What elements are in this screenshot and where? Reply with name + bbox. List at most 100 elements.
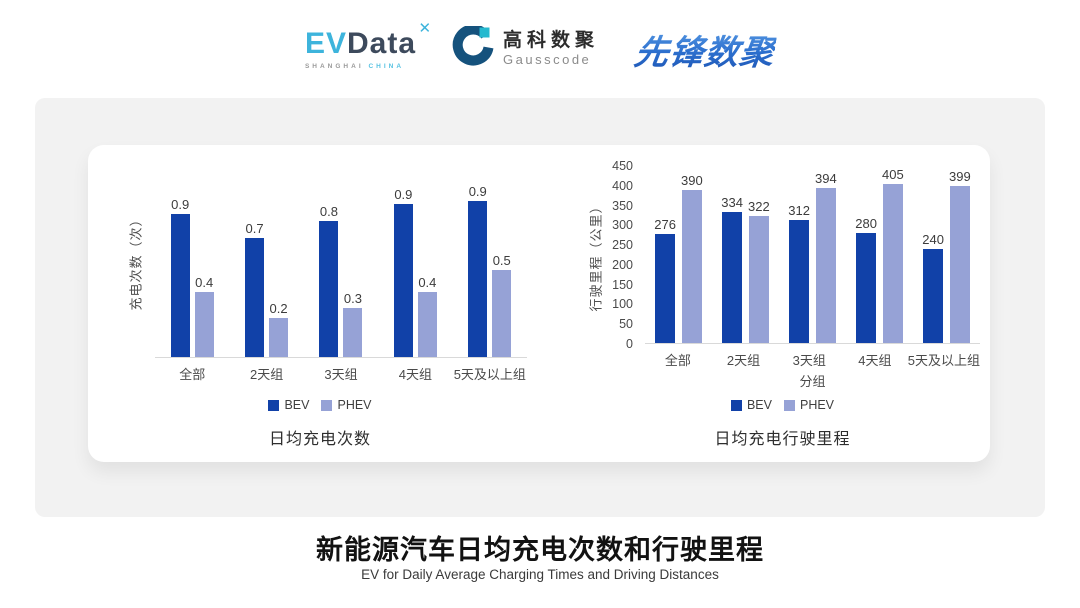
x-category-label: 全部 bbox=[664, 353, 691, 368]
bar-phev-wrap: 399 bbox=[949, 166, 971, 343]
bar-bev bbox=[923, 248, 944, 343]
legend-swatch-bev bbox=[730, 399, 742, 411]
bar-value-label: 280 bbox=[855, 215, 877, 231]
bar-group: 0.8 0.3 bbox=[319, 165, 363, 357]
bar-phev bbox=[815, 188, 836, 343]
bar-bev-wrap: 240 bbox=[922, 166, 944, 343]
bar-value-label: 276 bbox=[654, 217, 676, 233]
bar-bev bbox=[468, 200, 488, 357]
x-category-label: 5天及以上组 bbox=[907, 353, 980, 368]
bar-phev-wrap: 394 bbox=[815, 166, 837, 343]
legend: BEV PHEV bbox=[575, 398, 990, 412]
x-labels: 全部 2天组 3天组 4天组 5天及以上组 bbox=[155, 364, 527, 383]
legend-swatch-phev bbox=[783, 399, 795, 411]
gausscode-cn-name: 高科数聚 bbox=[503, 29, 600, 51]
bar-phev bbox=[882, 183, 903, 343]
bar-group: 0.9 0.4 bbox=[393, 165, 437, 357]
y-tick-label: 0 bbox=[626, 336, 633, 351]
bar-value-label: 394 bbox=[815, 171, 837, 187]
bar-value-label: 0.9 bbox=[468, 183, 487, 199]
bar-bev bbox=[655, 234, 676, 343]
y-tick-label: 250 bbox=[612, 238, 633, 253]
legend: BEV PHEV bbox=[105, 398, 535, 412]
gausscode-en-name: Gausscode bbox=[503, 51, 592, 67]
bar-bev-wrap: 0.9 bbox=[468, 165, 488, 357]
bar-phev bbox=[681, 189, 702, 343]
chart-driving-distance: 行驶里程（公里） 450 400 350 300 250 200 150 100 50 0 276… bbox=[575, 150, 990, 456]
gausscode-logo: 高科数聚 Gausscode bbox=[452, 23, 600, 73]
y-tick-label: 450 bbox=[612, 159, 633, 173]
xianfeng-logo: 先锋数聚 bbox=[632, 25, 779, 74]
bar-value-label: 334 bbox=[721, 194, 743, 210]
bar-value-label: 312 bbox=[788, 203, 810, 219]
bar-bev bbox=[319, 221, 339, 357]
legend-item-phev: PHEV bbox=[783, 398, 834, 412]
bar-group: 240 399 bbox=[922, 166, 971, 343]
bar-group: 312 394 bbox=[788, 166, 837, 343]
y-ticks: 450 400 350 300 250 200 150 100 50 0 bbox=[593, 159, 633, 351]
x-category-label: 3天组 bbox=[792, 353, 826, 368]
bar-value-label: 399 bbox=[949, 169, 971, 185]
legend-item-phev: PHEV bbox=[321, 398, 372, 412]
chart-title: 日均充电次数 bbox=[268, 431, 371, 448]
bar-bev bbox=[393, 204, 413, 357]
bar-group: 0.9 0.5 bbox=[468, 165, 512, 357]
legend-swatch-phev bbox=[321, 399, 333, 411]
x-category-label: 全部 bbox=[179, 367, 206, 382]
bar-phev-wrap: 405 bbox=[882, 166, 904, 343]
bar-phev bbox=[194, 292, 214, 357]
bar-value-label: 0.4 bbox=[195, 275, 214, 291]
bar-phev-wrap: 0.2 bbox=[269, 165, 289, 357]
legend-swatch-bev bbox=[268, 399, 280, 411]
evdata-china: CHINA bbox=[368, 62, 405, 70]
bar-phev bbox=[949, 186, 970, 343]
bar-value-label: 0.8 bbox=[319, 204, 338, 220]
chart-charging-times: 充电次数（次） 0.9 0.4 0.7 0.2 0.8 0.3 0.9 0.4 0.9 0.5 全… bbox=[105, 150, 535, 456]
bar-value-label: 0.9 bbox=[171, 197, 190, 213]
bar-bev-wrap: 0.9 bbox=[170, 165, 190, 357]
x-category-label: 4天组 bbox=[398, 367, 433, 382]
bar-bev-wrap: 0.9 bbox=[393, 165, 413, 357]
bar-value-label: 390 bbox=[681, 172, 703, 188]
y-tick-label: 300 bbox=[612, 218, 633, 233]
y-axis-label: 充电次数（次） bbox=[128, 212, 144, 311]
bar-value-label: 0.4 bbox=[418, 275, 437, 291]
bar-bev bbox=[789, 220, 810, 343]
y-tick-label: 150 bbox=[612, 277, 633, 292]
bar-phev bbox=[343, 307, 363, 357]
bar-phev-wrap: 0.3 bbox=[343, 165, 363, 357]
y-tick-label: 100 bbox=[612, 297, 633, 312]
y-tick-label: 200 bbox=[612, 257, 633, 272]
bar-bev-wrap: 334 bbox=[721, 166, 743, 343]
y-tick-label: 350 bbox=[612, 198, 633, 213]
bar-group: 280 405 bbox=[855, 166, 904, 343]
bar-group: 276 390 bbox=[654, 166, 703, 343]
bar-value-label: 0.2 bbox=[269, 300, 288, 316]
bar-phev-wrap: 0.5 bbox=[492, 165, 512, 357]
bar-phev bbox=[417, 292, 437, 357]
bar-phev-wrap: 0.4 bbox=[417, 165, 437, 357]
evdata-subtext: SHANGHAI CHINA bbox=[305, 63, 404, 70]
legend-item-bev: BEV bbox=[268, 398, 309, 412]
bar-value-label: 0.7 bbox=[245, 221, 264, 237]
bar-bev-wrap: 280 bbox=[855, 166, 877, 343]
page-subtitle: EV for Daily Average Charging Times and … bbox=[361, 567, 719, 582]
legend-label: BEV bbox=[284, 398, 310, 412]
x-category-label: 3天组 bbox=[324, 367, 358, 382]
bar-bev bbox=[170, 214, 190, 357]
bar-value-label: 405 bbox=[882, 166, 904, 182]
charts-panel bbox=[88, 145, 990, 462]
y-tick-label: 50 bbox=[619, 317, 633, 332]
bar-bev-wrap: 0.8 bbox=[319, 165, 339, 357]
evdata-data-text: Data bbox=[346, 26, 417, 60]
evdata-logo: EVData ✕ SHANGHAI CHINA bbox=[305, 21, 431, 70]
plot-area: 0.9 0.4 0.7 0.2 0.8 0.3 0.9 0.4 0.9 0.5 bbox=[155, 165, 527, 358]
bar-group: 0.9 0.4 bbox=[170, 165, 214, 357]
y-tick-label: 400 bbox=[612, 178, 633, 193]
bar-bev-wrap: 276 bbox=[654, 166, 676, 343]
legend-label: PHEV bbox=[337, 398, 372, 412]
bar-phev bbox=[269, 317, 289, 357]
legend-label: BEV bbox=[746, 398, 772, 412]
x-category-label: 2天组 bbox=[249, 367, 284, 382]
bar-value-label: 0.5 bbox=[492, 253, 511, 269]
